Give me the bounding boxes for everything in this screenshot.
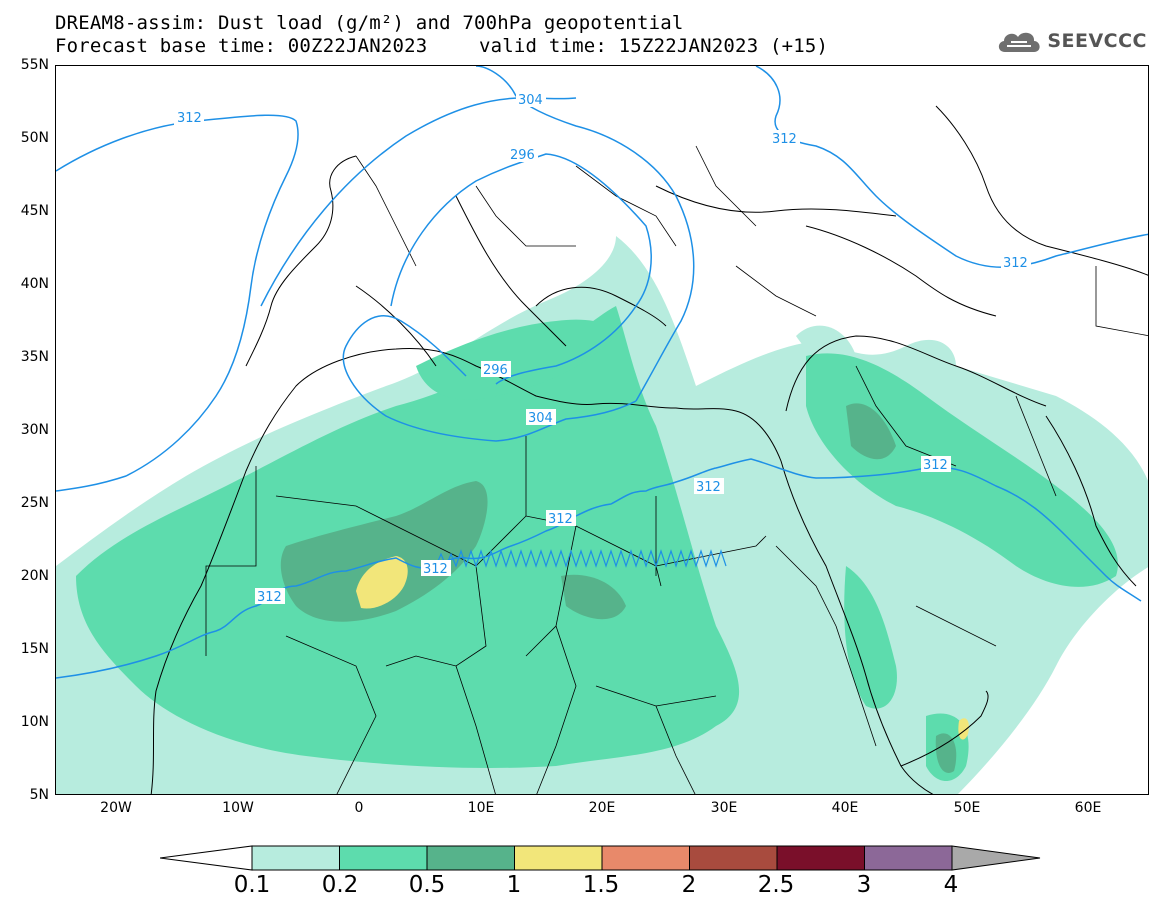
contour-label-312: 312 (548, 512, 573, 527)
contour-label-296: 296 (510, 148, 535, 163)
contour-label-312: 312 (923, 458, 948, 473)
contour-label-312: 312 (772, 132, 797, 147)
contour-label-304: 304 (528, 411, 553, 426)
contour-label-312: 312 (177, 111, 202, 126)
lon-label: 20W (100, 800, 132, 816)
lat-label: 30N (20, 422, 49, 438)
dust-shading-dark (280, 403, 957, 773)
colorbar-segment (776, 845, 865, 871)
colorbar-segment (514, 845, 603, 871)
colorbar-tick: 2.5 (757, 872, 795, 898)
contour-label-312: 312 (696, 480, 721, 495)
contour-label-group: 312 304 296 312 296 304 312 312 312 312 … (174, 91, 1031, 605)
lon-label: 50E (953, 800, 981, 816)
lat-label: 20N (20, 568, 49, 584)
valid-time: valid time: 15Z22JAN2023 (+15) (479, 35, 829, 57)
colorbar-tick: 2 (681, 872, 697, 898)
colorbar-tick: 0.5 (408, 872, 446, 898)
map-title: DREAM8-assim: Dust load (g/m²) and 700hP… (55, 12, 684, 34)
lat-label: 10N (20, 714, 49, 730)
colorbar-tick: 1.5 (582, 872, 620, 898)
colorbar-segment (339, 845, 428, 871)
colorbar-segment (601, 845, 690, 871)
lat-label: 55N (20, 57, 49, 73)
lat-label: 50N (20, 130, 49, 146)
political-borders (205, 145, 1148, 794)
colorbar-tick: 0.2 (321, 872, 359, 898)
lon-label: 60E (1074, 800, 1102, 816)
map-area: 312 304 296 312 296 304 312 312 312 312 … (55, 65, 1149, 795)
colorbar-tick: 3 (856, 872, 872, 898)
contour-label-312: 312 (257, 590, 282, 605)
dust-map: 312 304 296 312 296 304 312 312 312 312 … (56, 66, 1148, 794)
lon-label: 40E (831, 800, 859, 816)
forecast-base-time: Forecast base time: 00Z22JAN2023 (55, 35, 428, 57)
lat-label: 45N (20, 203, 49, 219)
lon-label: 20E (588, 800, 616, 816)
contour-wiggles (435, 549, 727, 568)
colorbar-segment (689, 845, 778, 871)
contour-label-304: 304 (518, 93, 543, 108)
lat-label: 40N (20, 276, 49, 292)
lon-label: 10E (467, 800, 495, 816)
colorbar-right-arrow (951, 845, 1041, 871)
coastlines (150, 105, 1148, 794)
contour-label-296: 296 (483, 363, 508, 378)
colorbar-segment (864, 845, 953, 871)
lat-label: 25N (20, 495, 49, 511)
lon-label: 0 (354, 800, 364, 816)
colorbar-tick: 4 (943, 872, 959, 898)
colorbar-tick: 1 (506, 872, 522, 898)
lon-label: 30E (710, 800, 738, 816)
contour-label-312: 312 (423, 562, 448, 577)
logo-text: SEEVCCC (1047, 30, 1147, 52)
forecast-time-line: Forecast base time: 00Z22JAN2023 valid ti… (55, 35, 828, 57)
lat-label: 5N (29, 787, 49, 803)
colorbar (160, 845, 1041, 871)
colorbar-segment (426, 845, 515, 871)
lat-label: 15N (20, 641, 49, 657)
lon-label: 10W (222, 800, 254, 816)
colorbar-left-arrow (160, 845, 253, 871)
colorbar-segments (251, 845, 953, 871)
colorbar-segment (251, 845, 340, 871)
dust-shading-yellow (356, 556, 969, 740)
cloud-icon (999, 32, 1040, 52)
contour-label-312: 312 (1003, 256, 1028, 271)
seevccc-logo: SEEVCCC (995, 26, 1147, 56)
colorbar-tick: 0.1 (233, 872, 271, 898)
lat-label: 35N (20, 349, 49, 365)
